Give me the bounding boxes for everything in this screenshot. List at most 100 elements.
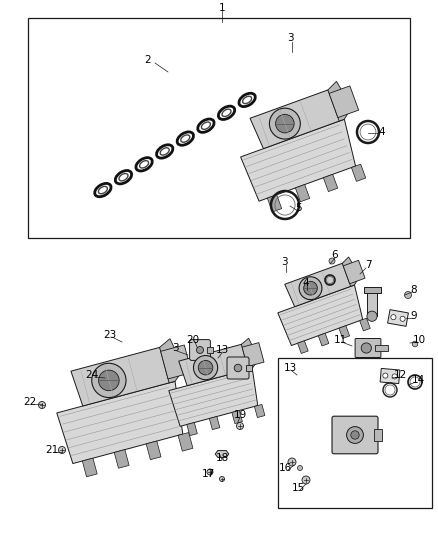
- Polygon shape: [250, 90, 344, 149]
- Text: 1: 1: [219, 3, 225, 13]
- Polygon shape: [351, 164, 366, 181]
- Bar: [374, 429, 382, 441]
- Circle shape: [276, 115, 294, 133]
- Text: 20: 20: [187, 335, 200, 345]
- Polygon shape: [367, 290, 377, 316]
- Circle shape: [234, 364, 242, 372]
- Polygon shape: [209, 416, 220, 430]
- Text: 10: 10: [413, 335, 426, 345]
- Text: 23: 23: [103, 330, 117, 340]
- Polygon shape: [278, 285, 363, 345]
- Text: 3: 3: [172, 343, 178, 353]
- Text: 9: 9: [411, 311, 417, 321]
- Polygon shape: [114, 450, 129, 468]
- Text: 21: 21: [46, 445, 59, 455]
- Polygon shape: [318, 333, 329, 346]
- Polygon shape: [161, 345, 192, 379]
- Circle shape: [198, 360, 213, 375]
- Circle shape: [288, 458, 296, 466]
- Circle shape: [269, 108, 300, 139]
- Polygon shape: [240, 119, 356, 201]
- Text: 3: 3: [281, 257, 287, 267]
- Polygon shape: [323, 174, 338, 191]
- Text: 16: 16: [279, 463, 292, 473]
- Circle shape: [391, 314, 396, 320]
- Circle shape: [351, 431, 359, 439]
- Circle shape: [400, 316, 405, 321]
- Text: 4: 4: [303, 278, 309, 288]
- Polygon shape: [343, 260, 365, 284]
- Circle shape: [237, 423, 244, 430]
- Polygon shape: [82, 458, 97, 477]
- Polygon shape: [267, 195, 282, 212]
- Polygon shape: [146, 441, 161, 459]
- Polygon shape: [232, 410, 242, 424]
- Polygon shape: [159, 338, 184, 383]
- Circle shape: [304, 281, 318, 295]
- Circle shape: [302, 476, 310, 484]
- Circle shape: [329, 258, 335, 264]
- Polygon shape: [388, 310, 408, 326]
- Circle shape: [197, 346, 204, 353]
- Circle shape: [405, 292, 411, 298]
- Bar: [207, 347, 212, 353]
- Circle shape: [207, 469, 213, 475]
- Polygon shape: [297, 341, 308, 353]
- Circle shape: [92, 364, 126, 398]
- Circle shape: [297, 465, 303, 471]
- Text: 6: 6: [332, 250, 338, 260]
- FancyBboxPatch shape: [332, 416, 378, 454]
- Circle shape: [383, 373, 388, 378]
- Polygon shape: [57, 381, 183, 464]
- Circle shape: [194, 356, 218, 379]
- Text: 13: 13: [283, 363, 297, 373]
- Polygon shape: [295, 184, 310, 202]
- Circle shape: [59, 447, 66, 454]
- Circle shape: [412, 341, 418, 347]
- Text: 15: 15: [291, 483, 304, 493]
- Circle shape: [392, 374, 397, 379]
- Polygon shape: [285, 263, 354, 306]
- FancyBboxPatch shape: [355, 338, 381, 358]
- Circle shape: [39, 401, 46, 408]
- Text: 22: 22: [23, 397, 37, 407]
- Text: 7: 7: [365, 260, 371, 270]
- Polygon shape: [380, 368, 400, 384]
- Polygon shape: [339, 326, 350, 338]
- Bar: [278, 358, 432, 508]
- Bar: [28, 18, 410, 238]
- Polygon shape: [254, 405, 265, 417]
- Text: 4: 4: [379, 127, 385, 137]
- Polygon shape: [329, 86, 359, 118]
- Polygon shape: [187, 423, 197, 435]
- Circle shape: [299, 277, 322, 300]
- Text: 3: 3: [287, 33, 293, 43]
- Bar: [246, 365, 251, 371]
- Circle shape: [361, 343, 371, 353]
- Polygon shape: [241, 338, 259, 369]
- Polygon shape: [71, 348, 175, 406]
- Polygon shape: [328, 82, 352, 121]
- Text: 19: 19: [233, 410, 247, 420]
- Text: 5: 5: [295, 203, 301, 213]
- Text: 17: 17: [201, 469, 215, 479]
- FancyBboxPatch shape: [227, 357, 249, 379]
- Circle shape: [346, 426, 364, 443]
- Circle shape: [367, 311, 377, 321]
- Polygon shape: [360, 318, 370, 331]
- Text: 11: 11: [333, 335, 346, 345]
- Circle shape: [219, 477, 225, 481]
- Text: 12: 12: [393, 370, 406, 380]
- Text: 24: 24: [85, 370, 99, 380]
- Text: 14: 14: [411, 375, 424, 385]
- Polygon shape: [242, 343, 264, 367]
- Text: 13: 13: [215, 345, 229, 355]
- Polygon shape: [179, 344, 252, 386]
- Text: 18: 18: [215, 453, 229, 463]
- Polygon shape: [178, 432, 193, 451]
- Bar: [375, 345, 389, 351]
- FancyBboxPatch shape: [190, 340, 210, 360]
- Text: 2: 2: [145, 55, 151, 65]
- Bar: [364, 287, 381, 293]
- Polygon shape: [342, 257, 360, 286]
